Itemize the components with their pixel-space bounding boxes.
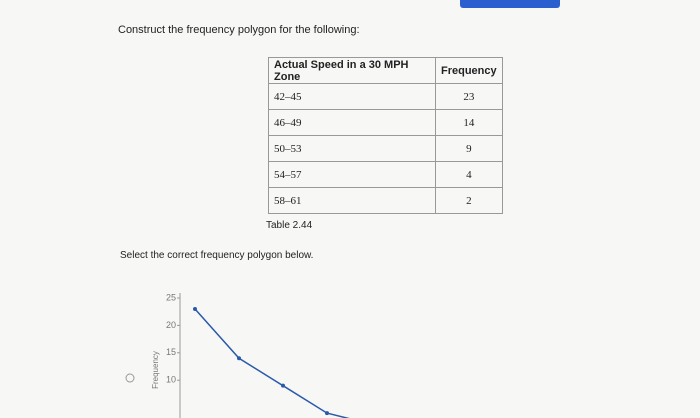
table-caption: Table 2.44 [266, 220, 313, 231]
table-cell: 54–57 [268, 161, 436, 188]
y-axis-label: Frequency [151, 351, 160, 389]
table-cell: 23 [435, 83, 503, 110]
button[interactable] [460, 0, 560, 8]
header: Frequency [435, 57, 503, 84]
y-tick-label: 20 [166, 320, 176, 330]
frequency-table: Actual Speed in a 30 MPH Zone Frequency 4… [268, 57, 503, 214]
y-tick-label: 25 [166, 292, 176, 302]
table-cell: 9 [435, 135, 503, 162]
polygon-line [194, 308, 350, 418]
point [325, 411, 329, 416]
y-tick-label: 15 [166, 347, 176, 357]
radio-button[interactable] [125, 373, 135, 383]
point [193, 306, 197, 311]
prompt: Select the correct frequency polygon bel… [120, 250, 314, 261]
table-cell: 14 [435, 109, 503, 136]
point [281, 383, 285, 388]
table-cell: 4 [435, 161, 503, 188]
table-cell: 2 [435, 187, 503, 214]
header: Actual Speed in a 30 MPH Zone [268, 57, 436, 84]
table-cell: 58–61 [268, 187, 436, 214]
y-tick-label: 10 [166, 375, 176, 385]
point [237, 356, 241, 361]
question: Construct the frequency polygon for the … [118, 24, 360, 36]
table-cell: 46–49 [268, 109, 436, 136]
